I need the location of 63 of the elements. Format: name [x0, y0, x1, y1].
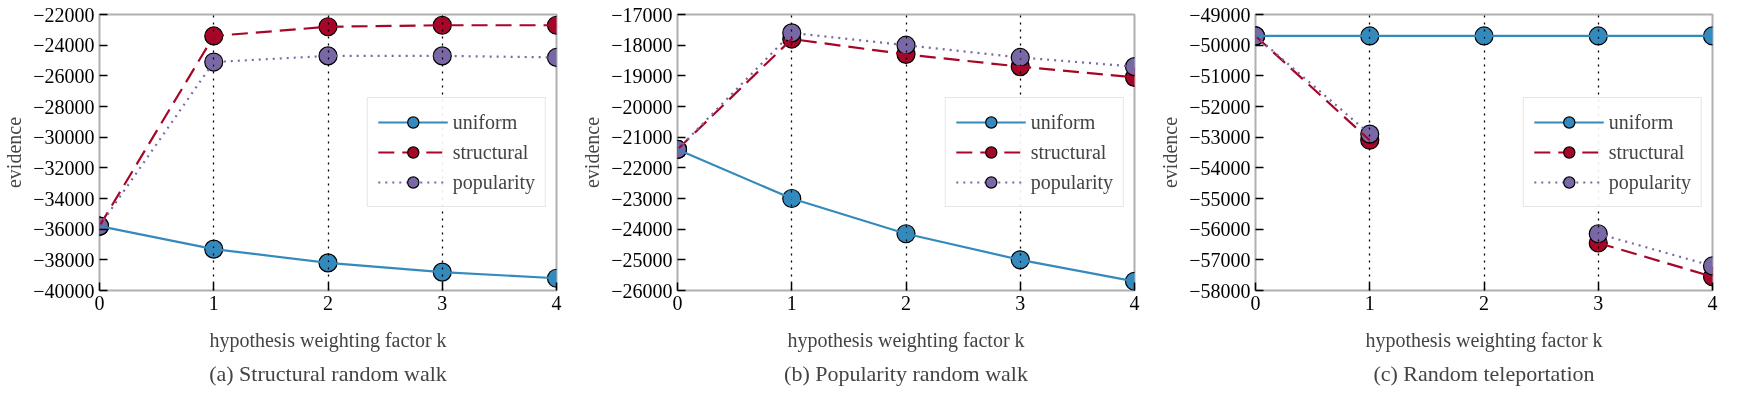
x-tick-label: 2: [323, 291, 333, 314]
x-tick-label: 0: [672, 291, 683, 314]
y-tick-label: −32000: [33, 156, 95, 179]
y-axis-title: evidence: [1159, 116, 1182, 189]
y-tick-label: −20000: [611, 95, 673, 118]
legend-label: structural: [1030, 140, 1107, 164]
y-tick-label: −58000: [1189, 279, 1251, 302]
x-tick-label: 3: [437, 291, 448, 314]
x-tick-label: 1: [1364, 291, 1375, 314]
y-tick-label: −22000: [33, 3, 95, 26]
x-axis-title: hypothesis weighting factor k: [1365, 328, 1603, 352]
x-tick-label: 3: [1593, 291, 1604, 314]
y-tick-label: −24000: [611, 218, 673, 241]
legend-label: popularity: [452, 170, 535, 194]
y-tick-label: −56000: [1189, 218, 1251, 241]
y-axis-title: evidence: [3, 116, 26, 189]
y-tick-label: −28000: [33, 95, 95, 118]
x-axis-title: hypothesis weighting factor k: [209, 328, 447, 352]
x-tick-label: 4: [1707, 291, 1718, 314]
y-tick-label: −57000: [1189, 248, 1251, 271]
x-tick-label: 2: [1479, 291, 1489, 314]
y-tick-label: −17000: [611, 3, 673, 26]
legend-label: structural: [452, 140, 529, 164]
y-tick-label: −38000: [33, 248, 95, 271]
y-tick-label: −18000: [611, 34, 673, 57]
y-tick-label: −26000: [33, 64, 95, 87]
legend-label: uniform: [1030, 110, 1096, 134]
y-tick-label: −40000: [33, 279, 95, 302]
x-tick-label: 1: [786, 291, 797, 314]
y-tick-label: −25000: [611, 248, 673, 271]
y-axis-title: evidence: [581, 116, 604, 189]
y-tick-label: −34000: [33, 187, 95, 210]
text: (a) Structural random walk: [209, 360, 447, 386]
y-tick-label: −52000: [1189, 95, 1251, 118]
legend-label: popularity: [1608, 170, 1691, 194]
x-tick-label: 4: [551, 291, 562, 314]
text: (c) Random teleportation: [1373, 360, 1595, 386]
text: (b) Popularity random walk: [784, 360, 1028, 386]
x-tick-label: 4: [1129, 291, 1140, 314]
y-tick-label: −53000: [1189, 126, 1251, 149]
y-tick-label: −19000: [611, 64, 673, 87]
x-axis-title: hypothesis weighting factor k: [787, 328, 1025, 352]
y-tick-label: −22000: [611, 156, 673, 179]
x-tick-label: 1: [208, 291, 219, 314]
y-tick-label: −55000: [1189, 187, 1251, 210]
y-tick-label: −51000: [1189, 64, 1251, 87]
y-tick-label: −49000: [1189, 3, 1251, 26]
legend-label: uniform: [452, 110, 518, 134]
y-tick-label: −54000: [1189, 156, 1251, 179]
y-tick-label: −30000: [33, 126, 95, 149]
legend-label: structural: [1608, 140, 1685, 164]
y-tick-label: −36000: [33, 218, 95, 241]
x-tick-label: 3: [1015, 291, 1026, 314]
y-tick-label: −21000: [611, 126, 673, 149]
x-tick-label: 0: [94, 291, 105, 314]
legend-label: popularity: [1030, 170, 1113, 194]
y-tick-label: −23000: [611, 187, 673, 210]
y-tick-label: −24000: [33, 34, 95, 57]
legend-label: uniform: [1608, 110, 1674, 134]
y-tick-label: −26000: [611, 279, 673, 302]
x-tick-label: 0: [1250, 291, 1261, 314]
x-tick-label: 2: [901, 291, 911, 314]
y-tick-label: −50000: [1189, 34, 1251, 57]
